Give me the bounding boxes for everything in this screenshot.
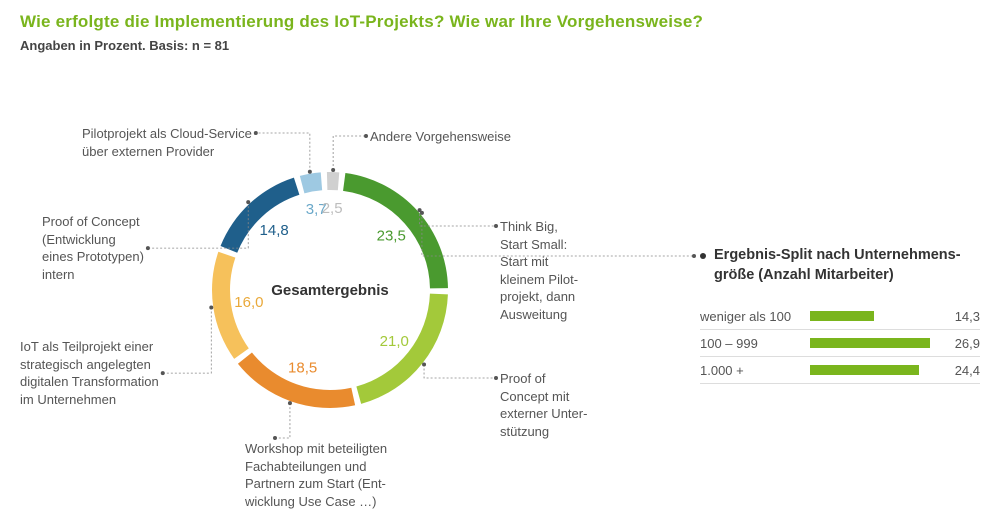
- split-row-value: 24,4: [940, 363, 980, 378]
- segment-label-iot-teil: IoT als Teilprojekt einerstrategisch ang…: [20, 338, 159, 408]
- segment-value-andere: 2,5: [322, 200, 343, 217]
- donut-segment-andere: [327, 172, 339, 190]
- split-row: weniger als 100 14,3: [700, 303, 980, 330]
- leader-dot: [254, 131, 258, 135]
- leader-iot-teil: [163, 308, 212, 374]
- company-size-split: Ergebnis-Split nach Unternehmens- größe …: [700, 246, 980, 384]
- segment-label-workshop: Workshop mit beteiligtenFachabteilungen …: [245, 440, 387, 510]
- split-row-label: 100 – 999: [700, 336, 810, 351]
- leader-dot: [692, 254, 696, 258]
- segment-value-poc-intern: 14,8: [260, 222, 289, 239]
- leader-dot: [246, 200, 250, 204]
- segment-value-think-big: 23,5: [377, 227, 406, 244]
- split-row: 1.000 + 24,4: [700, 357, 980, 384]
- leader-dot: [422, 363, 426, 367]
- split-title-line2: größe (Anzahl Mitarbeiter): [714, 267, 894, 283]
- donut-center-label: Gesamtergebnis: [271, 282, 389, 299]
- split-bar: [810, 338, 930, 348]
- segment-value-workshop: 18,5: [288, 359, 317, 376]
- segment-value-poc-extern: 21,0: [380, 333, 409, 350]
- split-bar: [810, 365, 919, 375]
- leader-dot: [288, 401, 292, 405]
- split-row: 100 – 999 26,9: [700, 330, 980, 357]
- leader-dot: [161, 371, 165, 375]
- leader-dot: [209, 306, 213, 310]
- leader-dot: [364, 134, 368, 138]
- segment-label-andere: Andere Vorgehensweise: [370, 128, 511, 146]
- split-row-value: 14,3: [940, 309, 980, 324]
- split-row-label: weniger als 100: [700, 309, 810, 324]
- split-bar: [810, 311, 874, 321]
- split-row-label: 1.000 +: [700, 363, 810, 378]
- segment-label-poc-intern: Proof of Concept(Entwicklungeines Protot…: [42, 213, 144, 283]
- leader-poc-extern: [424, 365, 496, 378]
- donut-segment-poc-intern: [221, 178, 300, 253]
- split-title-line1: Ergebnis-Split nach Unternehmens-: [714, 247, 961, 263]
- split-title: Ergebnis-Split nach Unternehmens- größe …: [714, 246, 961, 285]
- segment-label-think-big: Think Big,Start Small:Start mitkleinem P…: [500, 218, 578, 323]
- donut-segment-pilot-cloud: [300, 172, 322, 193]
- bullet-dot-icon: [700, 253, 706, 259]
- leader-andere: [333, 136, 366, 170]
- leader-dot: [494, 376, 498, 380]
- leader-dot: [331, 168, 335, 172]
- leader-dot: [494, 224, 498, 228]
- segment-label-poc-extern: Proof ofConcept mitexterner Unter-stützu…: [500, 370, 587, 440]
- segment-value-iot-teil: 16,0: [234, 294, 263, 311]
- leader-dot: [146, 246, 150, 250]
- leader-pilot-cloud: [256, 133, 310, 172]
- leader-think-big: [420, 210, 496, 226]
- leader-dot: [420, 211, 424, 215]
- leader-dot: [308, 170, 312, 174]
- segment-label-pilot-cloud: Pilotprojekt als Cloud-Serviceüber exter…: [82, 125, 252, 160]
- split-row-value: 26,9: [940, 336, 980, 351]
